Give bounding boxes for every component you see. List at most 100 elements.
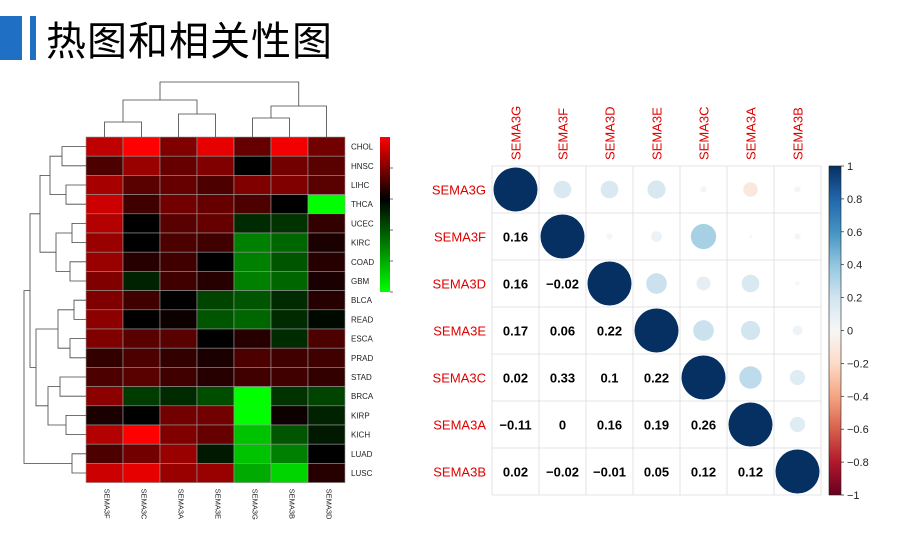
heatmap-cell (233, 367, 272, 387)
heatmap-cell (122, 213, 161, 234)
heatmap-cell (159, 405, 198, 426)
heatmap-cell (196, 213, 235, 234)
dendrogram-link (270, 105, 327, 137)
heatmap-cell (122, 290, 161, 311)
heatmap-cell (85, 386, 124, 407)
corr-colorbar-tick-label: 0.2 (847, 293, 862, 305)
corr-colorbar-tick-label: −0.8 (847, 457, 869, 469)
corr-value-label: 0.1 (600, 371, 618, 386)
heatmap-cell (196, 386, 235, 407)
heatmap-cell (307, 386, 346, 407)
heatmap-cell (307, 347, 346, 368)
heatmap-cell (233, 290, 272, 311)
heatmap-cell (159, 271, 198, 291)
corr-circle (794, 233, 801, 240)
heatmap-cell (196, 328, 235, 349)
corr-value-label: 0.02 (503, 371, 528, 386)
heatmap-cell (233, 443, 272, 464)
dendrogram-link (65, 184, 86, 205)
heatmap-cell (85, 175, 124, 195)
heatmap-cell (307, 443, 346, 464)
corr-colorbar-tick-label: −1 (847, 490, 860, 502)
corr-row-label: SEMA3C (433, 371, 486, 386)
corr-row-label: SEMA3G (432, 183, 486, 198)
dendrogram-link (57, 309, 74, 349)
heatmap-cell (159, 232, 198, 253)
corr-col-label: SEMA3G (509, 106, 524, 160)
heatmap-cell (85, 367, 124, 387)
heatmap-cell (122, 463, 161, 483)
heatmap-cell (233, 213, 272, 234)
corr-value-label: −0.01 (593, 465, 626, 480)
corr-circle (795, 281, 800, 286)
corr-circle (696, 276, 711, 291)
heatmap-cell (122, 309, 161, 330)
heatmap-cell (196, 367, 235, 387)
heatmap-cell (307, 328, 346, 349)
heatmap-cell (233, 136, 272, 157)
corr-value-label: −0.02 (546, 465, 579, 480)
heatmap-cell (307, 155, 346, 176)
heatmap-cell (159, 136, 198, 157)
heatmap-cell (122, 155, 161, 176)
heatmap-cell (196, 463, 235, 483)
dendrogram-link (69, 261, 86, 282)
heatmap-cell (122, 443, 161, 464)
heatmap-cell (270, 155, 309, 176)
corr-value-label: −0.11 (499, 418, 531, 433)
dendrogram-link (61, 146, 86, 167)
dendrogram-link (35, 328, 58, 407)
heatmap-cell (307, 232, 346, 253)
heatmap-cell (159, 424, 198, 445)
corr-value-label: −0.02 (546, 277, 579, 292)
heatmap-cell (270, 405, 309, 426)
correlation-chart: SEMA3G SEMA3F SEMA3D SEMA3E SEMA3C SEMA3A SEMA… (432, 106, 869, 502)
dendrogram-link (122, 99, 198, 122)
corr-colorbar-tick-label: 0.8 (847, 194, 862, 206)
heatmap-cell (196, 175, 235, 195)
corr-circle (739, 366, 762, 389)
heatmap-cell (270, 175, 309, 195)
corr-circle (740, 320, 761, 341)
heatmap-cell (159, 251, 198, 272)
heatmap-cell (159, 463, 198, 483)
corr-circle (681, 355, 726, 400)
heatmap-cell (270, 367, 309, 387)
corr-colorbar-tick-label: 1 (847, 161, 853, 173)
corr-circle (693, 320, 714, 341)
heatmap-row-label: STAD (351, 373, 372, 382)
corr-circle (587, 261, 632, 306)
heatmap-cell (159, 194, 198, 215)
heatmap-cell (307, 309, 346, 330)
corr-row-label: SEMA3E (433, 324, 486, 339)
heatmap-cell (159, 175, 198, 195)
heatmap-cell (159, 367, 198, 387)
corr-value-label: 0.12 (691, 465, 716, 480)
corr-value-label: 0.05 (644, 465, 669, 480)
heatmap-cell (233, 175, 272, 195)
heatmap-cell (233, 309, 272, 330)
heatmap-cell (122, 347, 161, 368)
heatmap-cell (122, 328, 161, 349)
heatmap-cell (196, 136, 235, 157)
dendrogram-link (104, 121, 142, 137)
corr-colorbar-tick-label: −0.4 (847, 391, 869, 403)
heatmap-cell (233, 405, 272, 426)
dendrogram-link (69, 338, 86, 359)
corr-circle (646, 273, 667, 294)
heatmap-cell (196, 443, 235, 464)
heatmap-cell (307, 271, 346, 291)
heatmap-row-label: LUSC (351, 469, 373, 478)
heatmap-row-label: KIRP (351, 411, 370, 420)
corr-circle (789, 416, 806, 433)
heatmap-cell (159, 347, 198, 368)
corr-row-label: SEMA3F (434, 230, 486, 245)
heatmap-cell (85, 405, 124, 426)
heatmap-cell (122, 251, 161, 272)
heatmap-row-label: HNSC (351, 162, 374, 171)
corr-row-label: SEMA3B (433, 465, 486, 480)
heatmap-cell (159, 155, 198, 176)
heatmap-cell (85, 232, 124, 253)
corr-colorbar-tick-label: 0.6 (847, 227, 862, 239)
dendrogram-link (23, 290, 72, 464)
